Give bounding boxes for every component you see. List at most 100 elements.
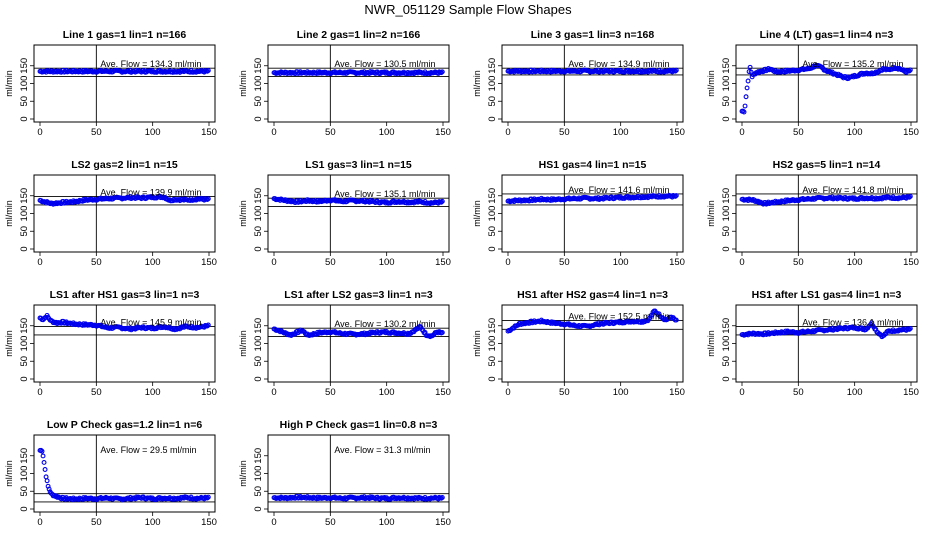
data-point [747,64,753,70]
y-tick-label: 50 [253,96,264,107]
x-tick-label: 150 [669,257,685,268]
plot-frame [267,304,450,383]
y-tick-label: 100 [253,336,264,352]
y-axis-label: ml/min [4,330,14,357]
x-tick-label: 50 [793,257,804,268]
y-tick-label: 150 [19,188,30,204]
data-point [45,483,51,489]
y-tick-label: 0 [253,506,264,511]
y-axis-label: ml/min [706,330,716,357]
y-axis-label: ml/min [472,200,482,227]
panel-title: LS1 gas=3 lin=1 n=15 [305,159,412,171]
y-axis-label: ml/min [4,460,14,487]
y-tick-label: 150 [253,58,264,74]
x-tick-label: 150 [435,517,451,528]
y-tick-label: 150 [253,188,264,204]
y-tick-label: 50 [19,226,30,237]
x-tick-label: 100 [145,387,161,398]
y-tick-label: 150 [721,58,732,74]
x-tick-label: 150 [903,257,919,268]
panel-title: HS2 gas=5 lin=1 n=14 [773,159,881,171]
x-tick-label: 50 [559,387,570,398]
y-tick-label: 0 [721,246,732,251]
x-tick-label: 150 [435,257,451,268]
y-tick-label: 0 [19,376,30,381]
y-tick-label: 0 [253,116,264,121]
panel-7: HS1 gas=4 lin=1 n=15 Ave. Flow = 141.6 ml… [472,159,685,268]
y-tick-label: 0 [487,246,498,251]
y-tick-label: 100 [721,336,732,352]
y-axis-label: ml/min [472,330,482,357]
x-tick-label: 0 [37,517,42,528]
y-tick-label: 50 [487,226,498,237]
y-tick-label: 50 [253,226,264,237]
y-tick-label: 100 [253,76,264,92]
x-tick-label: 150 [669,127,685,138]
data-point [341,496,347,502]
data-point [673,193,679,199]
y-tick-label: 0 [19,246,30,251]
data-point [906,194,912,200]
panels-container: Line 1 gas=1 lin=1 n=166 Ave. Flow = 134.… [4,29,919,528]
y-tick-label: 50 [253,486,264,497]
x-tick-label: 50 [559,257,570,268]
y-tick-label: 100 [253,466,264,482]
x-tick-label: 100 [847,257,863,268]
data-point [907,326,913,331]
x-tick-label: 100 [379,517,395,528]
ave-flow-label: Ave. Flow = 29.5 ml/min [100,445,196,455]
x-tick-label: 100 [379,127,395,138]
x-tick-label: 150 [903,387,919,398]
y-tick-label: 150 [721,188,732,204]
panel-title: LS1 after LS2 gas=3 lin=1 n=3 [284,289,433,301]
y-tick-label: 100 [19,466,30,482]
panel-title: Line 2 gas=1 lin=2 n=166 [297,29,421,41]
data-points [37,67,211,75]
data-point [439,198,445,204]
data-point [40,453,46,459]
data-point [656,311,662,317]
x-tick-label: 0 [505,257,510,268]
plot-frame [501,44,684,123]
data-point [907,67,913,73]
panel-title: Line 4 (LT) gas=1 lin=4 n=3 [760,29,894,41]
data-point [438,199,444,205]
ave-flow-label: Ave. Flow = 145.9 ml/min [100,317,201,327]
x-tick-label: 50 [793,387,804,398]
panel-8: HS2 gas=5 lin=1 n=14 Ave. Flow = 141.8 ml… [706,159,919,268]
y-tick-label: 100 [487,76,498,92]
x-tick-label: 150 [669,387,685,398]
figure-title: NWR_051129 Sample Flow Shapes [364,2,572,17]
panel-5: LS2 gas=2 lin=1 n=15 Ave. Flow = 139.9 ml… [4,159,217,268]
panel-12: HS1 after LS1 gas=4 lin=1 n=3 Ave. Flow =… [706,289,919,398]
y-tick-label: 50 [721,226,732,237]
x-tick-label: 100 [145,257,161,268]
y-tick-label: 150 [19,58,30,74]
panel-9: LS1 after HS1 gas=3 lin=1 n=3 Ave. Flow =… [4,289,217,398]
y-tick-label: 0 [721,376,732,381]
x-tick-label: 0 [739,127,744,138]
y-axis-label: ml/min [706,70,716,97]
y-tick-label: 50 [19,356,30,367]
x-tick-label: 150 [201,517,217,528]
data-point [107,196,113,202]
panel-11: HS1 after HS2 gas=4 lin=1 n=3 Ave. Flow =… [472,289,685,398]
ave-flow-label: Ave. Flow = 152.5 ml/min [568,311,669,321]
data-point [41,459,47,465]
data-points [37,193,211,207]
x-tick-label: 0 [271,127,276,138]
plot-frame [33,44,216,123]
x-tick-label: 50 [325,517,336,528]
data-point [46,486,52,492]
x-tick-label: 0 [505,127,510,138]
ave-flow-label: Ave. Flow = 31.3 ml/min [334,445,430,455]
x-tick-label: 0 [37,387,42,398]
data-point [439,69,445,75]
ave-flow-label: Ave. Flow = 139.9 ml/min [100,187,201,197]
x-tick-label: 100 [379,257,395,268]
y-tick-label: 150 [253,448,264,464]
data-point [740,108,746,114]
data-points [271,69,445,77]
ave-flow-label: Ave. Flow = 134.9 ml/min [568,59,669,69]
ave-flow-label: Ave. Flow = 141.6 ml/min [568,185,669,195]
